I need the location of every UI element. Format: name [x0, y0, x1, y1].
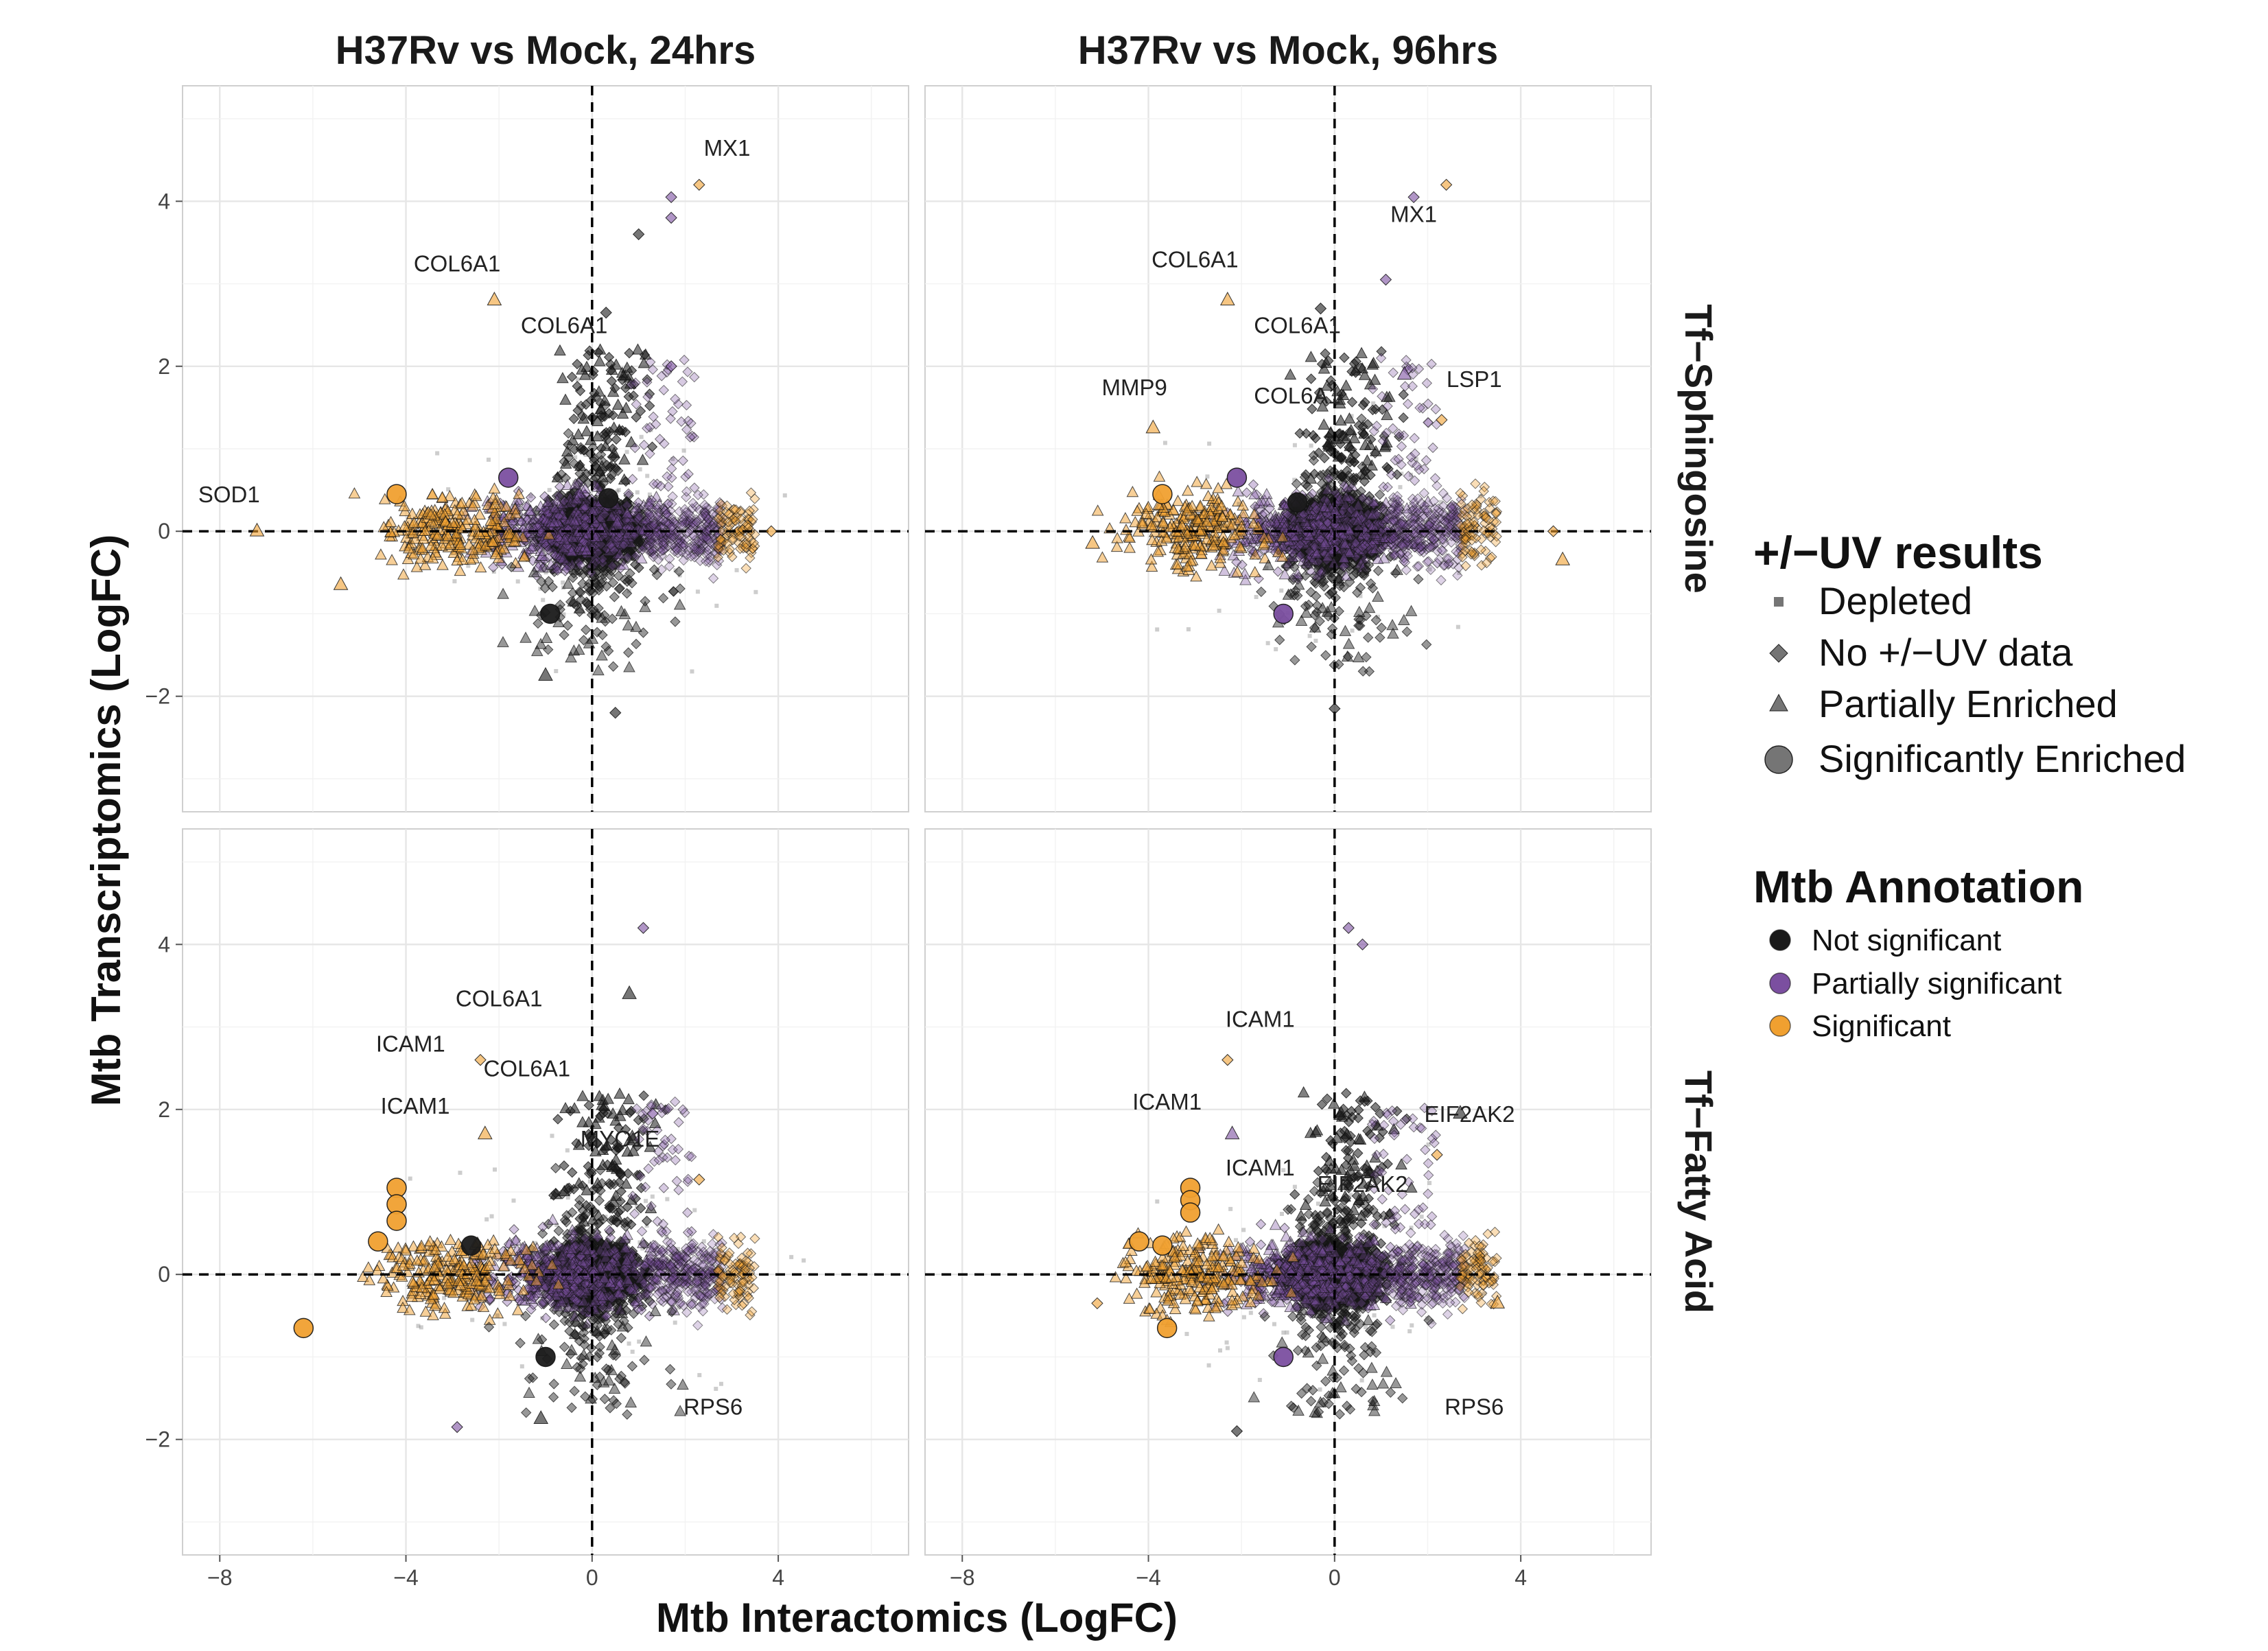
cloud-point: [678, 573, 682, 577]
cloud-point: [554, 669, 558, 673]
cloud-point: [721, 517, 725, 522]
cloud-point: [609, 519, 613, 523]
cloud-point: [561, 581, 565, 585]
cloud-point: [446, 487, 450, 491]
cloud-point: [735, 568, 739, 572]
data-point: [387, 484, 406, 504]
cloud-point: [682, 449, 686, 453]
cloud-point: [635, 491, 640, 495]
cloud-point: [637, 537, 641, 541]
cloud-point: [487, 458, 491, 462]
data-point: [541, 604, 560, 623]
data-point: [599, 489, 618, 508]
cloud-point: [538, 587, 542, 591]
cloud-point: [558, 546, 562, 550]
cloud-point: [586, 559, 590, 563]
cloud-point: [599, 473, 603, 477]
cloud-point: [565, 521, 570, 525]
cloud-point: [670, 457, 675, 461]
cloud-point: [561, 612, 565, 616]
cloud-point: [605, 462, 609, 467]
cloud-point: [696, 589, 700, 594]
cloud-point: [474, 552, 478, 557]
cloud-point: [625, 450, 629, 454]
gene-label: SOD1: [198, 482, 260, 507]
cloud-point: [609, 511, 613, 515]
cloud-point: [572, 526, 576, 530]
cloud-point: [528, 494, 533, 498]
cloud-point: [566, 491, 570, 495]
cloud-point: [528, 458, 532, 462]
cloud-point: [548, 488, 552, 492]
cloud-point: [550, 504, 554, 508]
cloud-point: [638, 467, 642, 471]
cloud-point: [656, 522, 660, 526]
gene-label: COL6A1: [414, 251, 501, 277]
cloud-point: [675, 517, 679, 521]
cloud-point: [714, 604, 718, 608]
cloud-point: [648, 428, 653, 432]
cloud-point: [541, 598, 545, 602]
cloud-point: [435, 452, 439, 456]
cloud-point: [595, 431, 599, 435]
cloud-point: [561, 585, 565, 589]
cloud-point: [516, 579, 520, 583]
cloud-point: [640, 435, 644, 439]
cloud-point: [466, 564, 470, 568]
cloud-point: [686, 526, 690, 530]
cloud-point: [648, 493, 652, 497]
cloud-point: [408, 541, 412, 545]
cloud-point: [645, 474, 649, 478]
cloud-point: [573, 456, 577, 460]
cloud-point: [659, 509, 664, 513]
gene-label: MX1: [704, 135, 751, 161]
cloud-point: [452, 579, 456, 583]
cloud-point: [584, 453, 588, 457]
cloud-point: [565, 462, 569, 466]
cloud-point: [690, 670, 694, 674]
cloud-point: [627, 589, 631, 593]
cloud-point: [673, 568, 677, 572]
cloud-point: [558, 489, 562, 493]
gene-label: COL6A1: [521, 313, 608, 338]
cloud-point: [476, 524, 480, 528]
data-point: [499, 468, 518, 487]
cloud-point: [600, 571, 605, 575]
cloud-point: [596, 584, 600, 588]
cloud-point: [533, 571, 537, 575]
cloud-point: [783, 493, 787, 497]
cloud-point: [578, 483, 582, 487]
cloud-point: [571, 500, 575, 504]
cloud-point: [492, 570, 496, 574]
cloud-point: [528, 524, 533, 528]
cloud-point: [544, 570, 548, 574]
cloud-point: [659, 505, 663, 509]
cloud-point: [576, 377, 580, 382]
cloud-point: [655, 568, 659, 572]
cloud-point: [572, 480, 576, 484]
cloud-point: [753, 590, 758, 594]
